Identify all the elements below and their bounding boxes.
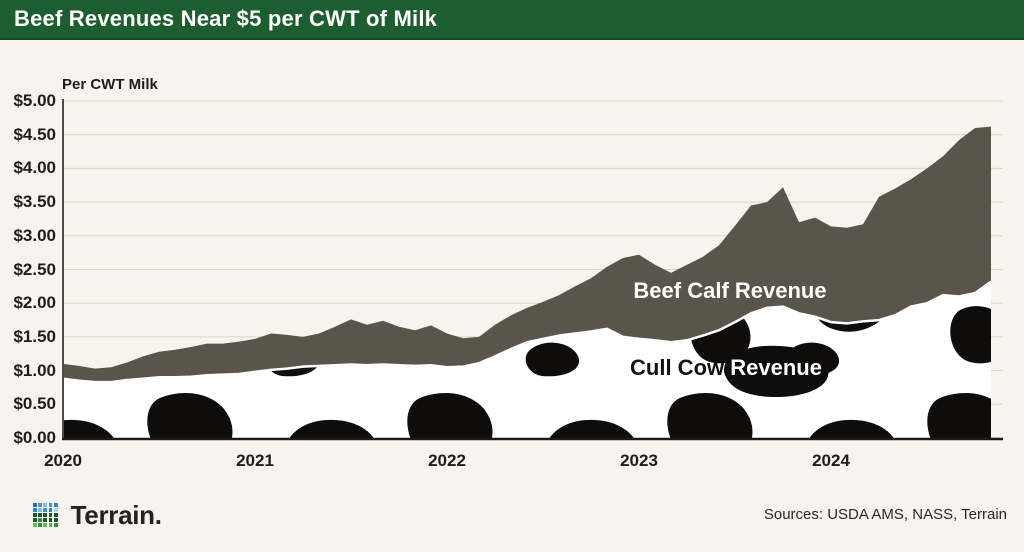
x-tick-label: 2022 — [428, 451, 466, 470]
brand-name: Terrain. — [70, 499, 162, 530]
cull-cow-boundary-line — [62, 280, 992, 384]
logo-pixel — [43, 518, 48, 523]
chart-title: Beef Revenues Near $5 per CWT of Milk — [14, 6, 438, 31]
logo-pixel — [43, 513, 48, 517]
sources-text: Sources: USDA AMS, NASS, Terrain — [763, 506, 1007, 523]
logo-pixel — [33, 513, 37, 517]
cull-cow-label-light-part: Revenue — [730, 355, 822, 380]
y-tick-label: $3.00 — [13, 225, 56, 245]
y-tick-label: $4.00 — [13, 158, 56, 178]
logo-pixel — [48, 518, 53, 523]
logo-pixel — [38, 513, 43, 517]
logo-pixel — [43, 523, 48, 528]
x-tick-label: 2021 — [236, 451, 274, 470]
logo-pixel — [48, 523, 53, 528]
y-tick-label: $0.00 — [13, 428, 56, 447]
brand-lockup: Terrain. — [33, 499, 162, 530]
logo-pixel — [33, 518, 37, 523]
logo-pixel — [38, 523, 43, 528]
y-tick-label: $1.00 — [13, 360, 56, 380]
logo-pixel — [53, 518, 58, 523]
beef-calf-series-label: Beef Calf Revenue — [633, 278, 827, 303]
y-tick-label: $5.00 — [13, 91, 56, 110]
cull-cow-label-dark-part: Cull Cow — [630, 355, 725, 380]
logo-pixel — [33, 507, 37, 512]
logo-pixel — [53, 523, 58, 528]
logo-pixel — [38, 502, 43, 507]
x-tick-label: 2024 — [812, 451, 850, 470]
logo-pixel — [48, 502, 53, 507]
logo-pixel — [48, 513, 53, 517]
x-tick-label: 2020 — [44, 451, 82, 470]
logo-pixel — [38, 518, 43, 523]
y-tick-label: $2.00 — [13, 293, 56, 313]
y-tick-label: $2.50 — [13, 259, 56, 279]
logo-pixel — [33, 502, 37, 507]
x-tick-label: 2023 — [620, 451, 658, 470]
y-tick-label: $4.50 — [13, 124, 56, 144]
y-tick-label: $0.50 — [13, 394, 56, 414]
logo-pixel — [53, 507, 58, 512]
cull-cow-series-label: Cull Cow Revenue — [630, 355, 822, 381]
logo-pixel — [53, 513, 58, 517]
logo-pixel — [43, 507, 48, 512]
title-bar: Beef Revenues Near $5 per CWT of Milk — [0, 0, 1024, 40]
y-tick-label: $3.50 — [13, 192, 56, 212]
logo-pixel — [43, 502, 48, 507]
y-axis-title: Per CWT Milk — [62, 76, 158, 93]
logo-pixel — [33, 523, 37, 528]
y-tick-label: $1.50 — [13, 326, 56, 346]
terrain-logo-icon — [33, 502, 58, 528]
logo-pixel — [53, 502, 58, 507]
logo-pixel — [48, 507, 53, 512]
logo-pixel — [38, 507, 43, 512]
